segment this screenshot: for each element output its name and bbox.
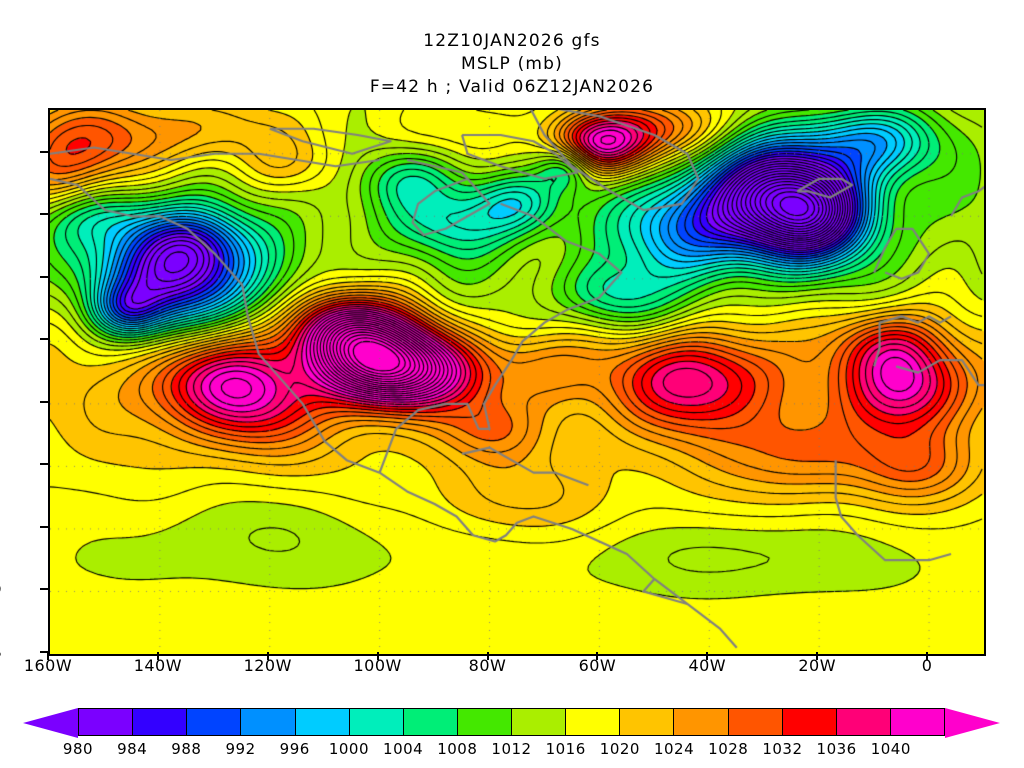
colorbar-tick-label-1016: 1016 [545, 740, 586, 758]
colorbar-swatch[interactable] [79, 709, 134, 735]
y-axis-label-60N: 60N [0, 205, 2, 224]
x-axis-label-0: 0 [921, 656, 933, 675]
colorbar-swatch[interactable] [782, 709, 837, 735]
colorbar-swatch[interactable] [674, 709, 729, 735]
x-axis-tick [926, 652, 929, 660]
colorbar-tick-label-992: 992 [225, 740, 256, 758]
y-axis-label-40N: 40N [0, 330, 2, 349]
y-axis-label-30N: 30N [0, 392, 2, 411]
y-axis-tick [40, 588, 49, 591]
colorbar-tick-label-1036: 1036 [816, 740, 857, 758]
colorbar-tick-label-984: 984 [117, 740, 148, 758]
colorbar-tick-label-1028: 1028 [708, 740, 749, 758]
x-axis-label-140W: 140W [133, 656, 183, 675]
colorbar-tick-label-988: 988 [171, 740, 202, 758]
y-axis-tick [40, 651, 49, 653]
x-axis-label-160W: 160W [23, 656, 73, 675]
y-axis-tick [40, 213, 49, 216]
colorbar-swatch[interactable] [295, 709, 350, 735]
colorbar-swatch[interactable] [620, 709, 675, 735]
colorbar-swatch[interactable] [349, 709, 404, 735]
y-axis-tick [40, 400, 49, 403]
colorbar-tick-label-1012: 1012 [491, 740, 532, 758]
y-axis-tick [40, 338, 49, 341]
y-axis-tick [40, 463, 49, 466]
colorbar-swatch[interactable] [133, 709, 188, 735]
x-axis-label-60W: 60W [578, 656, 617, 675]
x-axis-tick [376, 652, 379, 660]
x-axis-tick [486, 652, 489, 660]
colorbar-tick-label-996: 996 [279, 740, 310, 758]
y-axis-label-50N: 50N [0, 267, 2, 286]
y-axis-label-20N: 20N [0, 455, 2, 474]
colorbar-swatch[interactable] [566, 709, 621, 735]
colorbar-tick-label-1000: 1000 [328, 740, 370, 758]
colorbar-swatches[interactable] [78, 708, 945, 736]
colorbar-swatch[interactable] [728, 709, 783, 735]
y-axis-label-EQ: EQ [0, 580, 2, 599]
x-axis-label-40W: 40W [688, 656, 727, 675]
colorbar[interactable]: 980 984 988 992 996 1000 1004 1008 1012 1016 1020 1… [0, 700, 1024, 762]
colorbar-tick-label-1032: 1032 [762, 740, 803, 758]
colorbar-swatch[interactable] [836, 709, 891, 735]
x-axis-label-120W: 120W [243, 656, 292, 675]
y-axis-tick [40, 150, 49, 153]
y-axis-tick [40, 275, 49, 278]
y-axis-label-10S: 10S [0, 643, 2, 662]
x-axis-tick [47, 652, 49, 660]
colorbar-over-arrow [945, 708, 1000, 738]
x-axis-tick [156, 652, 159, 660]
colorbar-under-arrow [23, 708, 78, 738]
colorbar-tick-label-1008: 1008 [437, 740, 478, 758]
colorbar-swatch[interactable] [403, 709, 458, 735]
colorbar-tick-label-1020: 1020 [599, 740, 640, 758]
x-axis-tick [706, 652, 709, 660]
colorbar-tick-label-1024: 1024 [653, 740, 695, 758]
colorbar-swatch[interactable] [890, 709, 944, 735]
colorbar-tick-label-1040: 1040 [870, 740, 911, 758]
colorbar-tick-label-1004: 1004 [383, 740, 424, 758]
x-axis-tick [596, 652, 599, 660]
colorbar-swatch[interactable] [187, 709, 242, 735]
y-axis-tick [40, 525, 49, 528]
y-axis-label-10N: 10N [0, 517, 2, 536]
x-axis-tick [266, 652, 269, 660]
map-plot-area[interactable] [48, 108, 986, 656]
x-axis-tick [816, 652, 819, 660]
colorbar-tick-label-980: 980 [62, 740, 94, 758]
coastline-contour-overlay [50, 110, 984, 654]
colorbar-swatch[interactable] [241, 709, 296, 735]
colorbar-swatch[interactable] [457, 709, 512, 735]
x-axis-label-100W: 100W [353, 656, 402, 675]
x-axis-label-20W: 20W [798, 656, 837, 675]
y-axis-label-70N: 70N [0, 142, 2, 161]
colorbar-swatch[interactable] [512, 709, 567, 735]
x-axis-label-80W: 80W [468, 656, 507, 675]
